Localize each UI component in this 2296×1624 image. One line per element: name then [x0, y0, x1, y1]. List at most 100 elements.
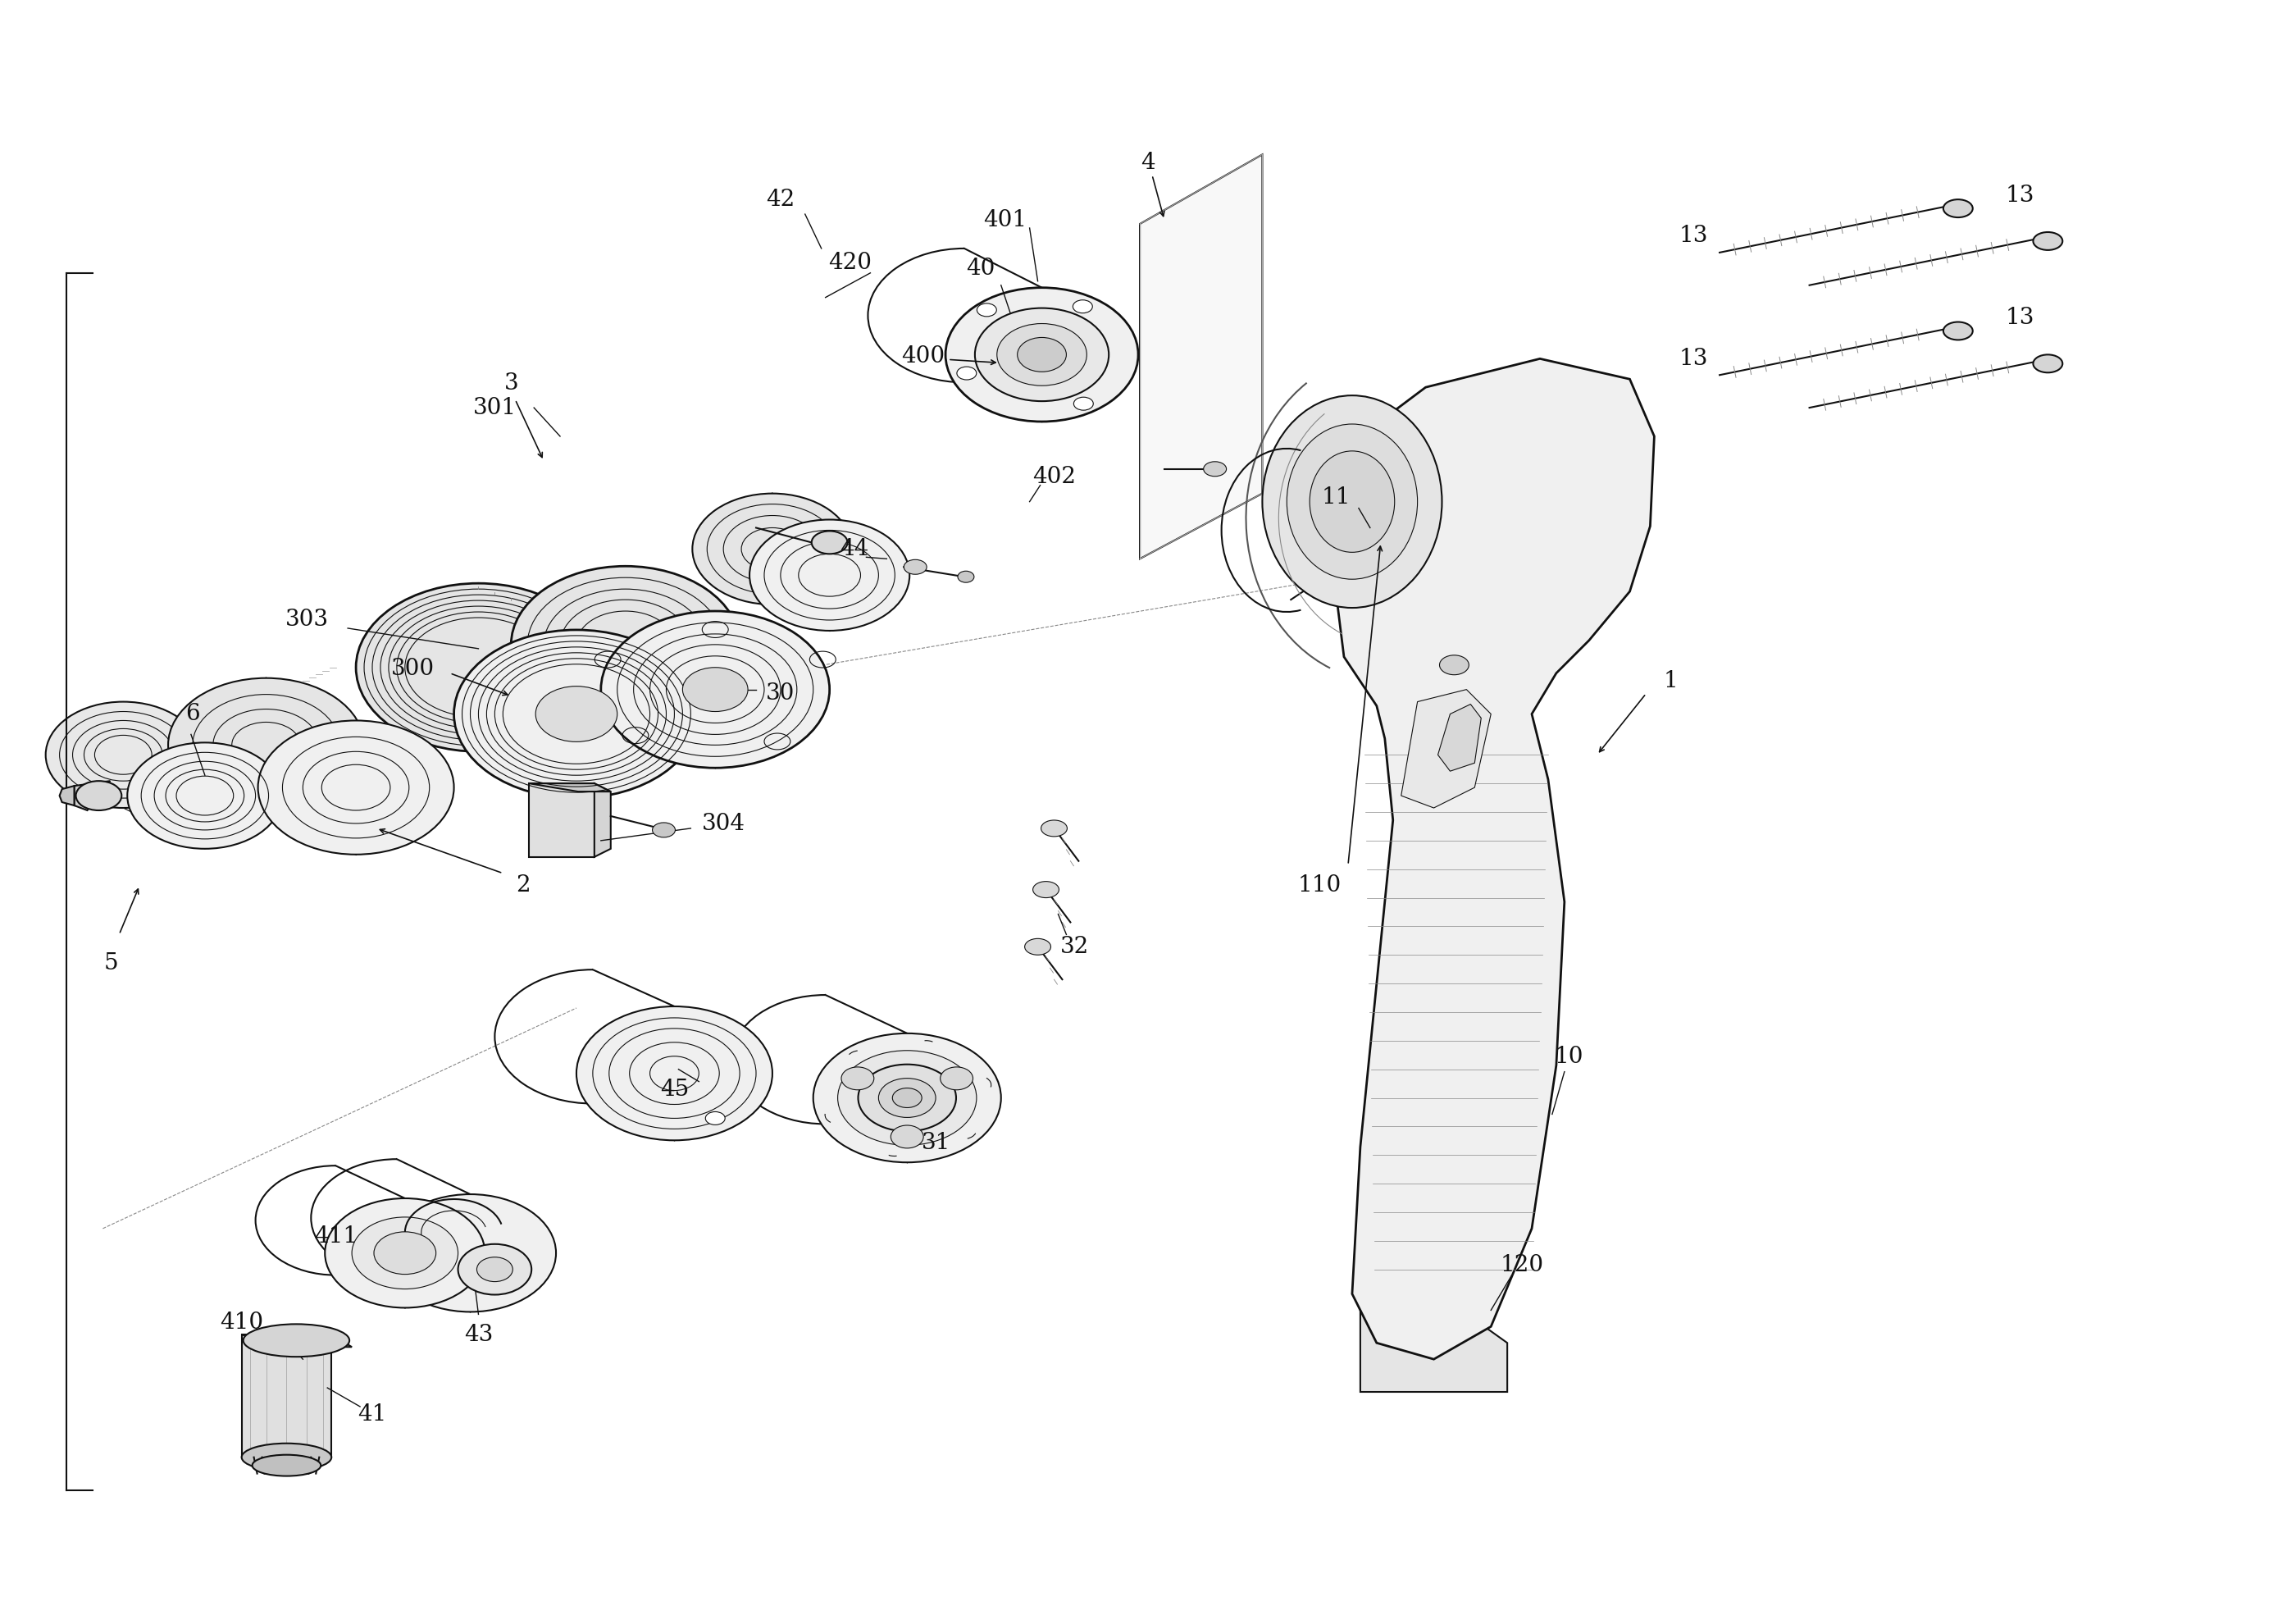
Ellipse shape: [652, 823, 675, 838]
Ellipse shape: [457, 1244, 530, 1294]
Text: 300: 300: [390, 658, 434, 680]
Ellipse shape: [957, 367, 976, 380]
Ellipse shape: [1942, 200, 1972, 218]
Text: 3: 3: [503, 372, 519, 395]
Ellipse shape: [905, 560, 928, 575]
Text: 10: 10: [1554, 1046, 1582, 1069]
Ellipse shape: [2034, 354, 2062, 372]
Ellipse shape: [879, 1078, 937, 1117]
Polygon shape: [528, 783, 611, 791]
Text: 31: 31: [921, 1132, 951, 1155]
Ellipse shape: [976, 309, 1109, 401]
Ellipse shape: [810, 531, 847, 554]
Ellipse shape: [693, 494, 852, 604]
Text: 301: 301: [473, 396, 517, 419]
Ellipse shape: [682, 667, 748, 711]
Text: 400: 400: [902, 346, 946, 367]
Polygon shape: [241, 1335, 351, 1346]
Ellipse shape: [1024, 939, 1052, 955]
Text: 5: 5: [103, 952, 117, 974]
Ellipse shape: [1075, 398, 1093, 411]
Ellipse shape: [946, 287, 1139, 422]
Ellipse shape: [1033, 882, 1058, 898]
Ellipse shape: [512, 567, 739, 723]
Polygon shape: [1401, 690, 1490, 807]
Polygon shape: [241, 1335, 331, 1457]
Text: 13: 13: [1678, 226, 1708, 247]
Polygon shape: [1327, 359, 1653, 1359]
Ellipse shape: [535, 687, 618, 742]
Text: 2: 2: [517, 874, 530, 896]
Ellipse shape: [241, 1444, 331, 1471]
Polygon shape: [595, 783, 611, 857]
Ellipse shape: [356, 583, 602, 752]
Ellipse shape: [253, 1455, 321, 1476]
Text: 411: 411: [315, 1226, 358, 1247]
Ellipse shape: [838, 1051, 976, 1145]
Text: 11: 11: [1320, 487, 1350, 508]
Ellipse shape: [46, 702, 200, 807]
Polygon shape: [60, 786, 73, 806]
Polygon shape: [1437, 705, 1481, 771]
Text: 420: 420: [829, 252, 872, 274]
Ellipse shape: [351, 1216, 457, 1289]
Ellipse shape: [602, 611, 829, 768]
Text: 45: 45: [659, 1078, 689, 1101]
Text: 6: 6: [186, 703, 200, 724]
Text: 401: 401: [983, 209, 1026, 231]
Text: 1: 1: [1662, 671, 1678, 692]
Text: 4: 4: [1141, 151, 1155, 174]
Ellipse shape: [1286, 424, 1417, 580]
Ellipse shape: [478, 1257, 512, 1281]
Ellipse shape: [1040, 820, 1068, 836]
Ellipse shape: [257, 721, 455, 854]
Ellipse shape: [383, 1194, 556, 1312]
Text: 42: 42: [767, 188, 794, 211]
Ellipse shape: [126, 742, 282, 849]
Polygon shape: [528, 783, 595, 857]
Polygon shape: [1359, 1302, 1506, 1392]
Ellipse shape: [168, 679, 365, 812]
Ellipse shape: [76, 781, 122, 810]
Ellipse shape: [2034, 232, 2062, 250]
Text: 402: 402: [1033, 466, 1077, 489]
Ellipse shape: [859, 1064, 955, 1132]
Text: 120: 120: [1499, 1254, 1543, 1276]
Text: 410: 410: [220, 1312, 264, 1333]
Text: 13: 13: [1678, 348, 1708, 370]
Text: 110: 110: [1297, 874, 1341, 896]
Ellipse shape: [1942, 322, 1972, 339]
Text: 40: 40: [967, 258, 994, 279]
Ellipse shape: [455, 630, 698, 797]
Text: 13: 13: [2007, 184, 2034, 206]
Text: 304: 304: [703, 814, 746, 835]
Text: 32: 32: [1061, 935, 1088, 958]
Ellipse shape: [374, 1233, 436, 1275]
Ellipse shape: [941, 1067, 974, 1090]
Text: 13: 13: [2007, 307, 2034, 330]
Ellipse shape: [996, 323, 1086, 385]
Ellipse shape: [1017, 338, 1065, 372]
Ellipse shape: [576, 1007, 771, 1140]
Ellipse shape: [976, 304, 996, 317]
Ellipse shape: [893, 1088, 921, 1108]
Text: 43: 43: [464, 1324, 494, 1346]
Text: 41: 41: [358, 1403, 386, 1426]
Ellipse shape: [813, 1033, 1001, 1163]
Ellipse shape: [840, 1067, 875, 1090]
Ellipse shape: [891, 1125, 923, 1148]
Ellipse shape: [1263, 396, 1442, 607]
Text: 30: 30: [767, 682, 794, 705]
Ellipse shape: [748, 520, 909, 630]
Ellipse shape: [1440, 654, 1469, 676]
Ellipse shape: [1203, 461, 1226, 476]
Ellipse shape: [705, 1112, 726, 1125]
Ellipse shape: [326, 1199, 484, 1307]
Polygon shape: [73, 781, 110, 810]
Ellipse shape: [243, 1324, 349, 1356]
Ellipse shape: [1309, 451, 1394, 552]
Ellipse shape: [957, 572, 974, 583]
Text: 44: 44: [840, 538, 868, 560]
Text: 303: 303: [285, 609, 328, 632]
Polygon shape: [1139, 154, 1263, 559]
